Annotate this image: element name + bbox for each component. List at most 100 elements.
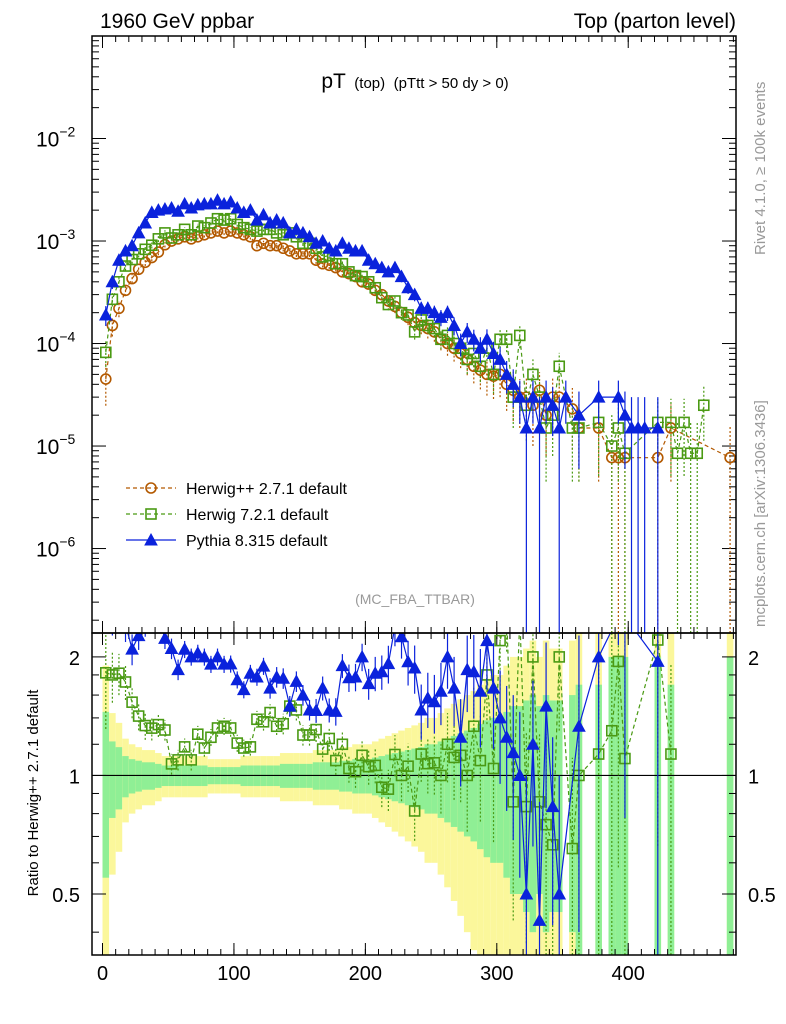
data-point xyxy=(375,291,388,304)
x-tick-label: 100 xyxy=(217,963,250,985)
data-point xyxy=(211,212,224,225)
data-point xyxy=(368,256,383,270)
y-tick-label: 10−4 xyxy=(36,329,76,357)
ratio-point xyxy=(527,651,539,663)
data-point xyxy=(724,451,736,464)
data-point xyxy=(493,352,507,365)
ratio-point xyxy=(401,654,415,668)
ratio-point xyxy=(276,671,291,684)
ratio-point xyxy=(210,649,225,663)
axes-ticks: 0 100 200 300 400 10−6 10−5 10−4 10−3 10−2 0.5 0.5 1… xyxy=(36,36,776,985)
data-point xyxy=(527,368,539,381)
ratio-ylabel: Ratio to Herwig++ 2.7.1 default xyxy=(25,689,42,897)
ratio-point xyxy=(250,670,264,683)
data-point xyxy=(210,193,225,206)
band-1sigma xyxy=(122,756,129,798)
data-point xyxy=(402,309,414,321)
band-1sigma xyxy=(470,727,478,842)
data-point xyxy=(223,194,238,208)
ratio-point xyxy=(185,754,198,766)
ratio-point xyxy=(553,651,566,663)
data-point xyxy=(545,398,560,411)
data-point xyxy=(611,390,626,403)
data-point xyxy=(401,280,415,294)
band-1sigma xyxy=(404,750,412,806)
ratio-y-tick-label-right: 2 xyxy=(748,648,759,670)
ratio-point xyxy=(204,657,218,670)
legend-label: Herwig 7.2.1 default xyxy=(186,507,329,524)
ratio-point xyxy=(434,684,448,697)
band-1sigma xyxy=(391,753,399,802)
ratio-point xyxy=(572,719,586,732)
ratio-point xyxy=(650,654,665,667)
data-point xyxy=(388,260,402,274)
ratio-point xyxy=(467,720,480,733)
ratio-point xyxy=(119,676,132,688)
data-point xyxy=(125,238,139,252)
data-point xyxy=(355,243,369,257)
data-point xyxy=(138,215,153,229)
band-1sigma xyxy=(398,751,405,804)
ratio-point xyxy=(230,672,245,686)
ratio-point xyxy=(165,758,178,770)
ratio-point xyxy=(309,703,323,717)
ratio-point xyxy=(277,717,290,730)
data-point xyxy=(558,390,573,403)
data-point xyxy=(605,440,618,452)
data-point xyxy=(171,204,185,217)
ratio-point xyxy=(369,759,382,772)
data-point xyxy=(421,319,434,332)
axes-frame xyxy=(91,35,737,956)
ratio-y-tick-label: 2 xyxy=(69,648,80,670)
y-tick-label: 10−2 xyxy=(36,124,76,152)
band-1sigma xyxy=(595,684,602,955)
data-point xyxy=(276,215,291,229)
ratio-point xyxy=(408,805,421,817)
ratio-point xyxy=(362,760,375,773)
data-point xyxy=(244,223,257,236)
data-point xyxy=(289,222,304,235)
ratio-point xyxy=(205,731,217,744)
data-point xyxy=(224,225,237,237)
uncertainty-bands xyxy=(102,633,734,955)
ratio-point xyxy=(198,742,211,754)
ratio-point xyxy=(158,633,172,644)
data-point xyxy=(177,196,192,210)
data-point xyxy=(100,346,112,359)
data-point xyxy=(374,260,389,274)
data-point xyxy=(270,227,283,239)
ratio-point xyxy=(192,728,204,741)
band-1sigma xyxy=(102,711,110,878)
data-point xyxy=(335,236,350,249)
ratio-point xyxy=(466,664,481,678)
ratio-point xyxy=(494,634,506,647)
band-1sigma xyxy=(115,747,123,810)
ratio-point xyxy=(132,710,145,722)
data-point xyxy=(270,239,283,252)
ratio-point xyxy=(223,656,238,670)
ratio-point xyxy=(540,818,552,831)
ratio-point xyxy=(282,699,297,712)
x-tick-label: 300 xyxy=(480,963,513,985)
ratio-point xyxy=(238,742,250,754)
ratio-point xyxy=(323,732,336,745)
ratio-point xyxy=(499,730,514,743)
band-1sigma xyxy=(424,744,432,814)
ratio-point xyxy=(394,633,409,643)
data-point xyxy=(131,225,146,239)
title-main: pT xyxy=(321,70,346,93)
ratio-point xyxy=(566,842,579,855)
data-point xyxy=(665,416,677,429)
data-point xyxy=(269,213,284,226)
ratio-point xyxy=(461,769,474,782)
ratio-point xyxy=(539,699,553,712)
data-point xyxy=(106,293,119,306)
data-point xyxy=(139,243,152,256)
ratio-point xyxy=(113,667,125,680)
data-point xyxy=(185,233,198,245)
x-tick-label: 400 xyxy=(612,963,645,985)
data-point xyxy=(349,269,362,282)
ratio-point xyxy=(236,682,251,696)
ratio-point xyxy=(487,762,500,775)
